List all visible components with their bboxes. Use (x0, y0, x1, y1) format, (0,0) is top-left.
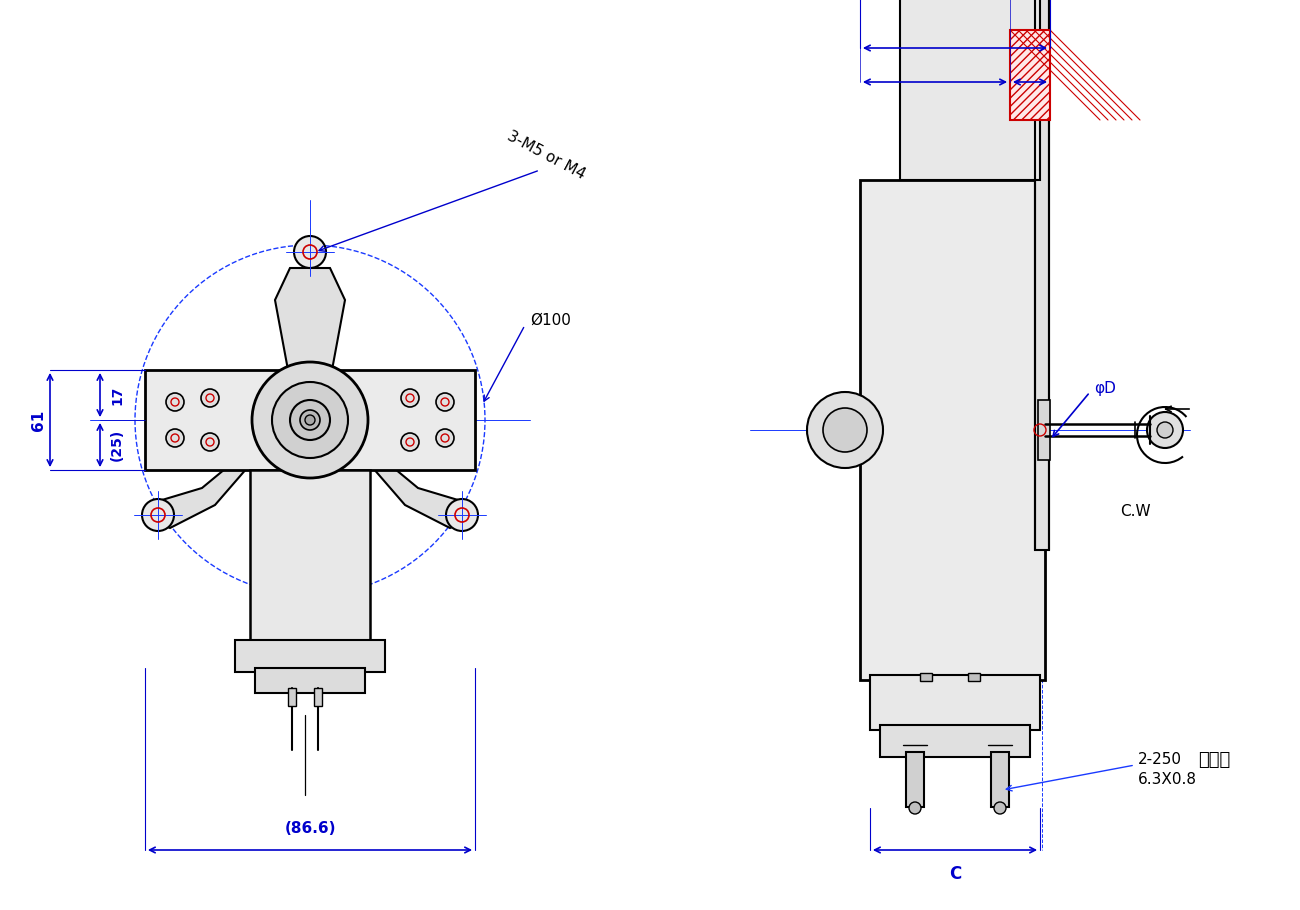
Circle shape (823, 408, 867, 452)
Text: 2-250: 2-250 (1138, 753, 1182, 767)
Bar (920, 673, 932, 681)
Circle shape (290, 400, 330, 440)
Text: A: A (928, 50, 941, 68)
Bar (968, 673, 980, 681)
Text: C: C (949, 865, 961, 883)
Bar (1037, 400, 1050, 460)
Bar (900, 0, 1040, 180)
Circle shape (166, 429, 185, 447)
Polygon shape (152, 430, 280, 528)
Text: 3-M5 or M4: 3-M5 or M4 (504, 128, 588, 182)
Text: 6.3X0.8: 6.3X0.8 (1138, 773, 1197, 787)
Bar (870, 675, 1040, 730)
Bar (289, 688, 296, 706)
Polygon shape (341, 430, 468, 528)
Bar (991, 752, 1009, 807)
Circle shape (300, 410, 320, 430)
Circle shape (436, 393, 454, 411)
Circle shape (142, 499, 174, 531)
Bar (315, 688, 322, 706)
Circle shape (202, 433, 218, 451)
Text: B: B (948, 14, 962, 32)
Text: C.W: C.W (1121, 504, 1150, 520)
Circle shape (807, 392, 883, 468)
Text: (86.6): (86.6) (285, 821, 335, 836)
Circle shape (202, 389, 218, 407)
Circle shape (994, 802, 1006, 814)
Circle shape (166, 393, 185, 411)
Bar (880, 725, 1030, 757)
Bar (235, 640, 385, 672)
Text: (25): (25) (111, 429, 124, 461)
Text: 17: 17 (111, 385, 124, 405)
Circle shape (436, 429, 454, 447)
Text: 61: 61 (30, 410, 46, 430)
Bar (1010, 30, 1050, 120)
Circle shape (1147, 412, 1183, 448)
Circle shape (909, 802, 920, 814)
Circle shape (272, 382, 348, 458)
Circle shape (306, 415, 315, 425)
Circle shape (400, 433, 419, 451)
Text: φD: φD (1095, 380, 1115, 396)
Bar (1035, 0, 1049, 550)
Bar (250, 470, 370, 645)
Circle shape (400, 389, 419, 407)
Circle shape (446, 499, 478, 531)
Circle shape (294, 236, 326, 268)
Bar (861, 180, 1045, 680)
Text: Ø100: Ø100 (530, 312, 571, 328)
Circle shape (1157, 422, 1173, 438)
Bar (146, 370, 474, 470)
Text: E: E (1024, 50, 1036, 68)
Text: 公端子: 公端子 (1199, 751, 1230, 769)
Bar (255, 668, 365, 693)
Polygon shape (276, 268, 344, 370)
Bar (906, 752, 924, 807)
Circle shape (252, 362, 368, 478)
